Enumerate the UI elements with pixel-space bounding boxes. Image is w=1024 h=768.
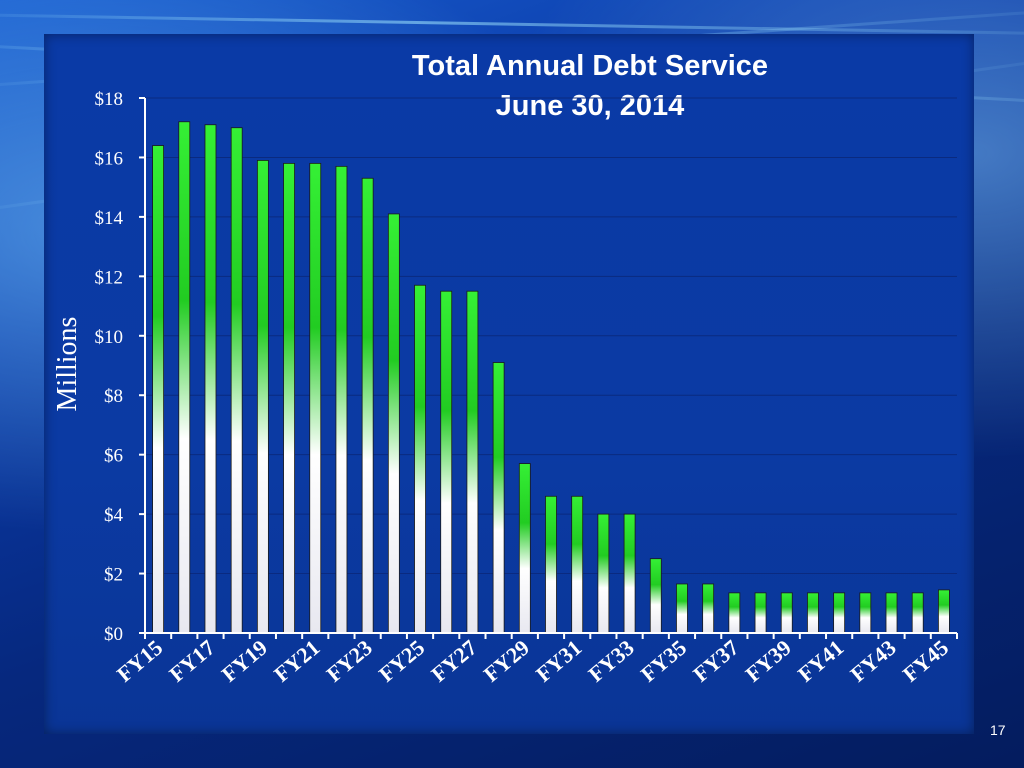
chart-subtitle: June 30, 2014 [496,90,685,122]
y-axis-label: Millions [52,317,83,412]
bar-FY38 [754,592,767,634]
bar-FY39 [780,592,793,634]
bar-FY33 [623,513,636,634]
bar-FY28 [492,362,505,634]
bar-FY31 [571,495,584,634]
bar-FY27 [466,290,479,634]
x-tick-label: FY35 [636,635,691,687]
bar-FY29 [518,463,531,634]
page-number: 17 [990,722,1006,738]
y-tick-label: $4 [104,505,124,526]
y-tick-label: $2 [104,565,123,586]
y-tick-label: $16 [95,148,124,169]
x-tick-label: FY43 [845,635,900,687]
bar-FY34 [649,558,662,634]
x-tick-label: FY27 [426,635,481,687]
bar-FY40 [807,592,819,634]
bar-FY42 [859,592,872,634]
chart-panel [44,34,974,734]
bar-FY26 [440,290,453,634]
x-tick-label: FY19 [217,635,272,687]
bar-FY20 [283,162,295,634]
chart-title: Total Annual Debt Service [412,50,768,82]
bar-FY43 [885,592,898,634]
y-tick-label: $6 [104,446,123,467]
bar-FY15 [152,145,164,634]
bar-FY16 [178,121,191,634]
bar-FY18 [230,127,243,634]
x-tick-label: FY23 [321,635,376,687]
bar-FY25 [414,284,426,634]
x-tick-label: FY29 [479,635,534,687]
x-tick-labels: FY15FY17FY19FY21FY23FY25FY27FY29FY31FY33… [112,635,953,687]
x-tick-label: FY21 [269,635,324,687]
x-tick-label: FY33 [583,635,638,687]
bar-FY35 [676,583,688,634]
x-tick-label: FY39 [741,635,796,687]
x-tick-label: FY31 [531,635,586,687]
x-tick-label: FY25 [374,635,429,687]
bar-FY37 [728,592,741,634]
bar-FY17 [204,124,217,634]
x-tick-label: FY41 [793,635,848,687]
axes [144,98,958,639]
bar-FY32 [597,513,610,634]
x-tick-label: FY45 [898,635,953,687]
bar-FY36 [702,583,715,634]
bar-FY24 [387,213,400,634]
bar-FY19 [256,160,269,634]
x-tick-label: FY37 [688,635,743,687]
y-tick-label: $14 [95,208,124,229]
y-tick-label: $8 [104,386,123,407]
bar-FY21 [309,162,322,634]
bar-FY44 [911,592,924,634]
x-tick-label: FY17 [164,635,219,687]
y-tick-label: $12 [95,267,124,288]
bar-FY23 [361,177,374,634]
y-tick-labels: $0 $2 $4 $6 $8 $10 $12 $14 $16 $18 [95,89,124,645]
bar-FY22 [335,165,348,634]
y-tick-label: $0 [104,624,123,645]
y-tick-label: $10 [95,327,124,348]
bar-FY30 [545,495,557,634]
y-tick-label: $18 [95,89,124,110]
bars [152,121,950,634]
bar-FY45 [938,589,950,634]
bar-FY41 [833,592,846,634]
